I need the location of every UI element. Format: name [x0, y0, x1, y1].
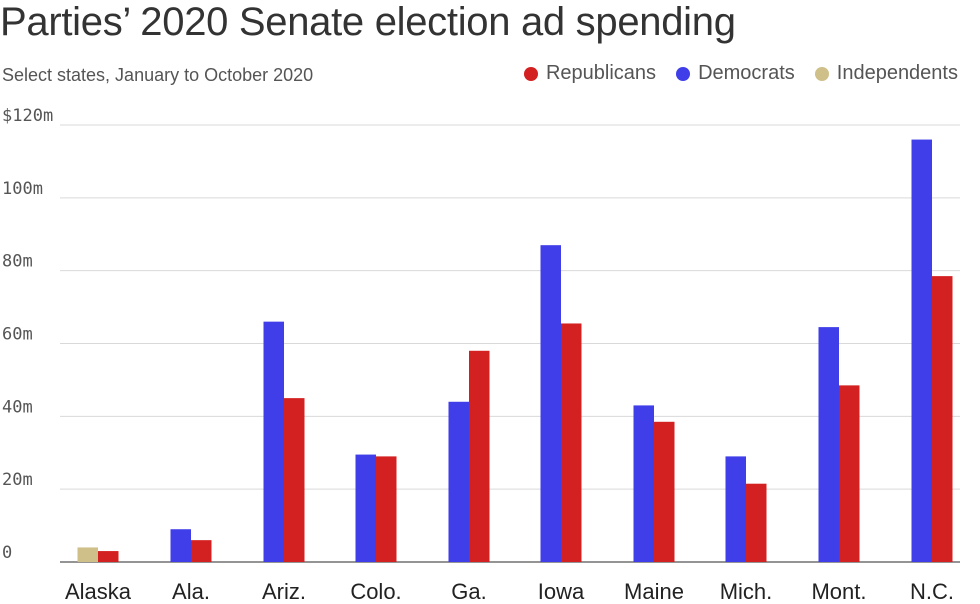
legend-swatch-republicans [523, 66, 538, 81]
bar-democrats [355, 454, 376, 562]
legend-item-independents: Independents [814, 62, 958, 85]
legend-swatch-independents [814, 66, 829, 81]
legend-label-republicans: Republicans [545, 62, 657, 84]
x-category-label: N.C. [910, 579, 954, 604]
bar-republicans [932, 276, 953, 562]
bar-republicans [746, 483, 767, 562]
y-tick-label: 60m [2, 325, 33, 345]
chart-subtitle: Select states, January to October 2020 [2, 65, 314, 85]
bar-independents [77, 547, 98, 562]
bar-republicans [191, 540, 212, 562]
bar-democrats [540, 245, 561, 563]
x-category-label: Ala. [172, 579, 210, 604]
x-category-label: Alaska [65, 579, 132, 604]
bar-democrats [818, 327, 839, 562]
y-tick-label: 0 [2, 543, 12, 563]
x-category-label: Ga. [451, 579, 486, 604]
bar-republicans [284, 398, 305, 562]
y-tick-label: 20m [2, 470, 33, 490]
bar-republicans [839, 385, 860, 562]
x-category-label: Colo. [350, 579, 401, 604]
legend-item-democrats: Democrats [676, 62, 795, 85]
bar-republicans [98, 551, 119, 562]
bar-republicans [654, 421, 675, 562]
bar-republicans [376, 456, 397, 562]
bar-democrats [263, 321, 284, 562]
y-tick-label: $120m [2, 106, 53, 126]
legend-label-independents: Independents [836, 62, 958, 84]
bar-democrats [911, 139, 932, 563]
axis-labels: 0 20m 40m 60m 80m 100m $120m Alaska Ala. Ariz. Col… [2, 106, 954, 604]
bar-republicans [469, 350, 490, 562]
bar-democrats [448, 401, 469, 562]
x-category-label: Mont. [811, 579, 866, 604]
bar-democrats [170, 529, 191, 562]
x-category-label: Ariz. [262, 579, 306, 604]
x-category-label: Maine [624, 579, 684, 604]
y-tick-label: 80m [2, 252, 33, 272]
y-tick-label: 40m [2, 397, 33, 417]
legend-item-republicans: Republicans [523, 62, 657, 85]
bar-democrats [633, 405, 654, 562]
legend-swatch-democrats [676, 66, 691, 81]
bar-democrats [725, 456, 746, 562]
x-category-label: Iowa [538, 579, 585, 604]
bar-republicans [561, 323, 582, 562]
y-tick-label: 100m [2, 179, 43, 199]
legend: Republicans Democrats Independents [523, 62, 958, 85]
legend-label-democrats: Democrats [698, 62, 795, 84]
bars [77, 139, 953, 563]
chart-title: Parties’ 2020 Senate election ad spendin… [0, 0, 736, 44]
x-category-label: Mich. [720, 579, 773, 604]
